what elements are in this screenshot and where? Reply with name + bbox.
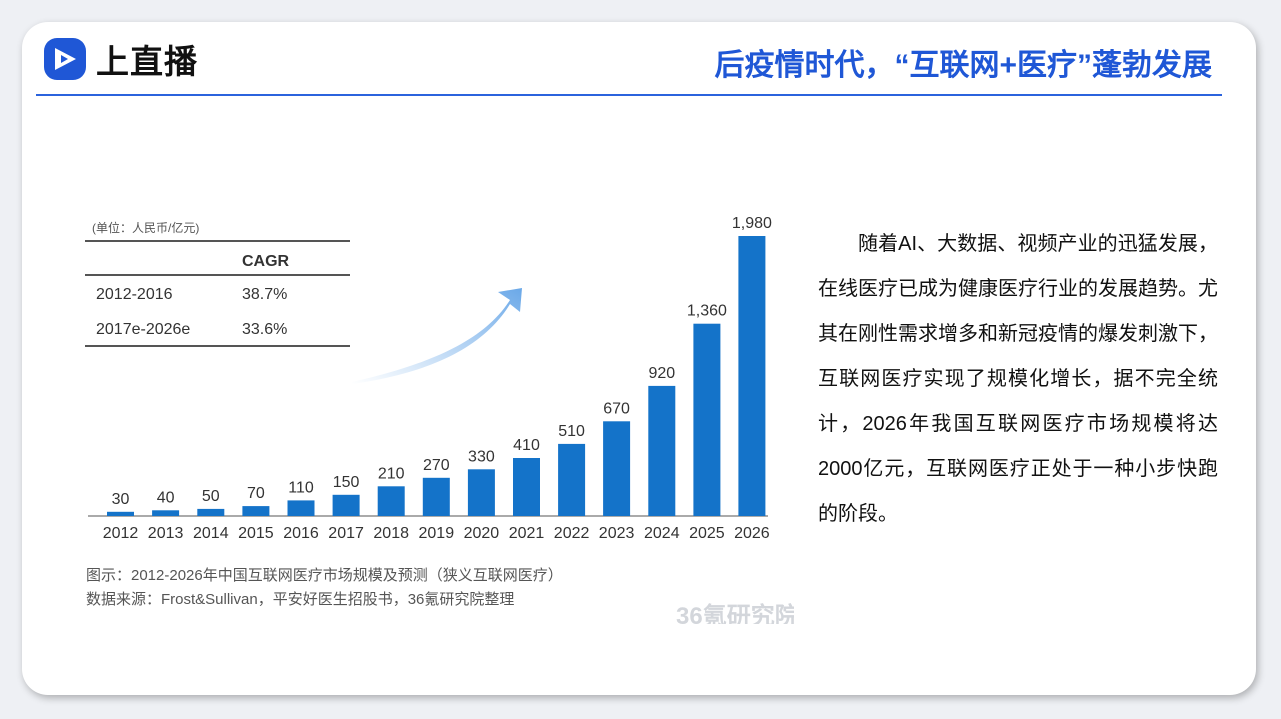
value-label-2018: 210: [378, 465, 405, 482]
bar-2018: [377, 486, 405, 516]
chart-caption: 图示：2012-2026年中国互联网医疗市场规模及预测（狭义互联网医疗）: [86, 567, 563, 584]
x-tick-label-2015: 2015: [238, 525, 274, 542]
header-divider: [36, 94, 1222, 96]
x-tick-label-2016: 2016: [283, 525, 319, 542]
bar-2025: [693, 323, 721, 516]
unit-label: (单位：人民币/亿元): [92, 220, 199, 235]
description-paragraph: 随着AI、大数据、视频产业的迅猛发展，在线医疗已成为健康医疗行业的发展趋势。尤其…: [818, 233, 1218, 525]
x-tick-label-2025: 2025: [689, 525, 725, 542]
play-logo-icon: [44, 38, 86, 80]
bar-2019: [422, 477, 450, 516]
bar-chart-svg: 36氪研究院 (单位：人民币/亿元) CAGR 2012-2016 38.7% …: [85, 215, 794, 624]
cagr-value-1: 38.7%: [242, 286, 287, 303]
cagr-period-1: 2012-2016: [96, 286, 173, 303]
cagr-value-2: 33.6%: [242, 321, 287, 338]
value-label-2012: 30: [112, 491, 130, 508]
x-tick-label-2017: 2017: [328, 525, 364, 542]
x-tick-label-2026: 2026: [734, 525, 770, 542]
slide-title: 后疫情时代，“互联网+医疗”蓬勃发展: [714, 49, 1212, 82]
value-label-2021: 410: [513, 437, 540, 454]
bar-2016: [287, 500, 315, 516]
bars-layer: 30 2012 40 2013 50 2014 70 2015 110 2016 150 2017 21…: [103, 215, 772, 542]
value-label-2020: 330: [468, 448, 495, 465]
bar-2017: [332, 494, 360, 516]
bar-2014: [197, 508, 225, 516]
brand-logo: 上直播: [42, 36, 198, 82]
bar-2012: [107, 511, 134, 516]
x-tick-label-2022: 2022: [554, 525, 590, 542]
cagr-period-2: 2017e-2026e: [96, 321, 190, 338]
value-label-2023: 670: [603, 400, 630, 417]
value-label-2014: 50: [202, 488, 220, 505]
cagr-header: CAGR: [242, 253, 290, 270]
bar-2021: [513, 458, 540, 516]
x-tick-label-2014: 2014: [193, 525, 229, 542]
value-label-2025: 1,360: [687, 303, 727, 320]
chart-source: 数据来源：Frost&Sullivan，平安好医生招股书，36氪研究院整理: [86, 590, 514, 608]
x-tick-label-2020: 2020: [464, 525, 500, 542]
value-label-2022: 510: [558, 423, 585, 440]
value-label-2016: 110: [288, 479, 314, 496]
value-label-2017: 150: [333, 474, 360, 491]
watermark-text: 36氪研究院: [676, 602, 794, 624]
x-tick-label-2019: 2019: [419, 525, 455, 542]
value-label-2015: 70: [247, 485, 265, 502]
bar-2020: [467, 469, 495, 516]
x-tick-label-2023: 2023: [599, 525, 635, 542]
growth-arrow-icon: [352, 288, 522, 384]
value-label-2019: 270: [423, 457, 450, 474]
x-tick-label-2013: 2013: [148, 525, 184, 542]
bar-2026: [738, 236, 766, 516]
brand-name: 上直播: [96, 43, 198, 80]
bar-2024: [648, 385, 676, 516]
market-size-chart: 36氪研究院 (单位：人民币/亿元) CAGR 2012-2016 38.7% …: [62, 184, 794, 624]
bar-2015: [242, 506, 270, 516]
x-tick-label-2018: 2018: [373, 525, 409, 542]
x-tick-label-2024: 2024: [644, 525, 680, 542]
slide: 上直播 后疫情时代，“互联网+医疗”蓬勃发展 36氪研究院 (单位：人民币/亿元…: [22, 22, 1256, 695]
bar-2013: [152, 510, 180, 516]
bar-2023: [603, 421, 631, 516]
value-label-2026: 1,980: [732, 215, 772, 232]
bar-2022: [558, 443, 586, 516]
value-label-2013: 40: [157, 489, 175, 506]
value-label-2024: 920: [648, 365, 675, 382]
x-tick-label-2021: 2021: [509, 525, 545, 542]
x-tick-label-2012: 2012: [103, 525, 139, 542]
